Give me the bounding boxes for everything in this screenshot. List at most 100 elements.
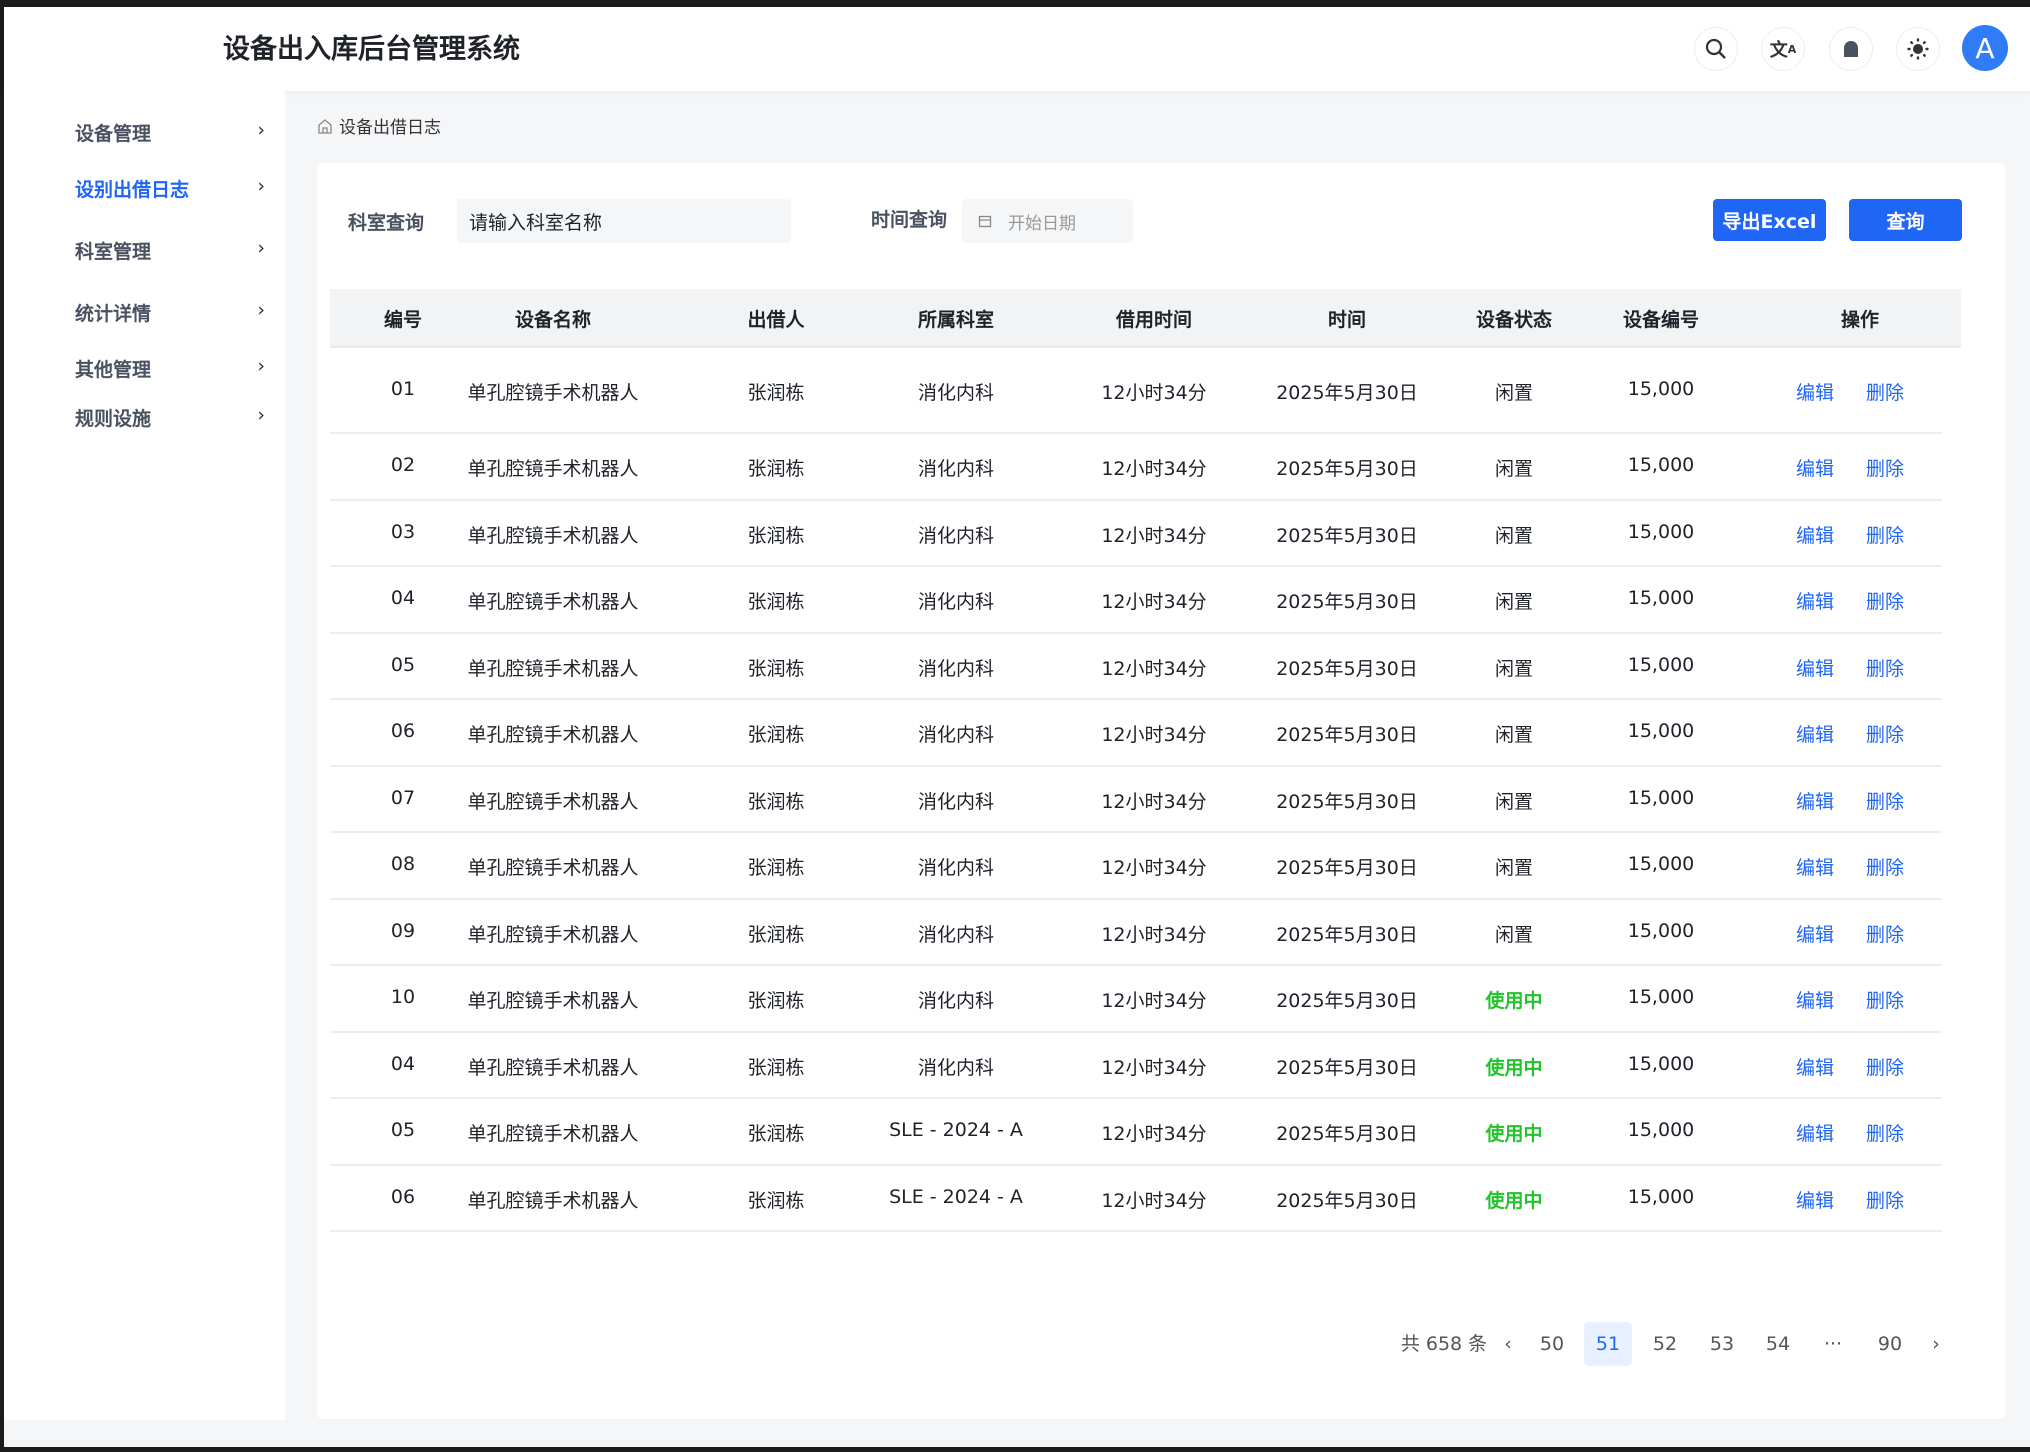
app-title: 设备出入库后台管理系统 [223, 34, 520, 65]
row-id: 05 [390, 1119, 416, 1142]
home-icon [318, 118, 332, 134]
delete-button[interactable]: 删除 [1865, 1189, 1905, 1212]
export-excel-button[interactable]: 导出Excel [1713, 199, 1826, 241]
delete-button[interactable]: 删除 [1865, 857, 1905, 880]
table-row: 05 单孔腔镜手术机器人 张润栋 消化内科 12小时34分 2025年5月30日 闲置 15,… [330, 634, 1942, 700]
delete-button[interactable]: 删除 [1865, 458, 1905, 481]
borrower: 张润栋 [747, 657, 805, 680]
page-button[interactable]: 51 [1583, 1322, 1633, 1366]
time-query-label: 时间查询 [871, 209, 948, 231]
borrow-duration: 12小时34分 [1101, 1056, 1207, 1079]
chevron-right-icon: › [257, 175, 265, 197]
sidebar-item[interactable]: 设备管理 › [75, 119, 265, 146]
department: 消化内科 [917, 524, 995, 547]
borrow-duration: 12小时34分 [1101, 990, 1207, 1013]
edit-button[interactable]: 编辑 [1795, 990, 1835, 1013]
edit-button[interactable]: 编辑 [1795, 524, 1835, 547]
row-id: 04 [390, 587, 416, 610]
borrow-duration: 12小时34分 [1101, 1123, 1207, 1146]
delete-button[interactable]: 删除 [1865, 923, 1905, 946]
dept-search-input[interactable]: 请输入科室名称 [457, 199, 791, 243]
page-button[interactable]: 53 [1709, 1333, 1735, 1355]
delete-button[interactable]: 删除 [1865, 990, 1905, 1013]
edit-button[interactable]: 编辑 [1795, 857, 1835, 880]
device-name: 单孔腔镜手术机器人 [467, 923, 639, 946]
borrower: 张润栋 [747, 524, 805, 547]
borrow-duration: 12小时34分 [1101, 1189, 1207, 1212]
table-row: 07 单孔腔镜手术机器人 张润栋 消化内科 12小时34分 2025年5月30日 闲置 15,… [330, 767, 1942, 833]
bell-icon[interactable] [1829, 27, 1873, 71]
column-header: 时间 [1327, 309, 1367, 331]
sidebar: 设备管理 › 设别出借日志 › 科室管理 › 统计详情 › 其他管理 › 规则设施 › [4, 91, 285, 1420]
sidebar-item[interactable]: 规则设施 › [75, 404, 265, 431]
calendar-icon [978, 215, 992, 228]
date: 2025年5月30日 [1276, 857, 1418, 880]
device-number: 15,000 [1627, 986, 1695, 1009]
page-button[interactable]: ··· [1823, 1333, 1843, 1355]
delete-button[interactable]: 删除 [1865, 524, 1905, 547]
chevron-right-icon[interactable]: › [1932, 1333, 1940, 1355]
delete-button[interactable]: 删除 [1865, 657, 1905, 680]
page-button[interactable]: 54 [1765, 1333, 1791, 1355]
status: 闲置 [1494, 790, 1534, 813]
borrow-duration: 12小时34分 [1101, 724, 1207, 747]
delete-button[interactable]: 删除 [1865, 1123, 1905, 1146]
sidebar-item[interactable]: 科室管理 › [75, 237, 265, 264]
edit-button[interactable]: 编辑 [1795, 1056, 1835, 1079]
device-number: 15,000 [1627, 720, 1695, 743]
edit-button[interactable]: 编辑 [1795, 1123, 1835, 1146]
device-number: 15,000 [1627, 919, 1695, 942]
borrow-duration: 12小时34分 [1101, 458, 1207, 481]
date: 2025年5月30日 [1276, 790, 1418, 813]
page-button[interactable]: 90 [1877, 1333, 1903, 1355]
avatar[interactable]: A [1962, 25, 2008, 71]
device-number: 15,000 [1627, 653, 1695, 676]
sidebar-item-label: 设别出借日志 [75, 179, 190, 201]
borrower: 张润栋 [747, 790, 805, 813]
status: 闲置 [1494, 382, 1534, 404]
sidebar-item[interactable]: 统计详情 › [75, 299, 265, 326]
device-number: 15,000 [1627, 853, 1695, 876]
column-header: 设备名称 [514, 309, 592, 331]
department: 消化内科 [917, 923, 995, 946]
search-icon[interactable] [1694, 27, 1738, 71]
chevron-right-icon: › [257, 237, 265, 259]
page-button[interactable]: 50 [1539, 1333, 1565, 1355]
column-header: 设备编号 [1622, 309, 1700, 331]
edit-button[interactable]: 编辑 [1795, 458, 1835, 481]
edit-button[interactable]: 编辑 [1795, 724, 1835, 747]
table-row: 06 单孔腔镜手术机器人 张润栋 消化内科 12小时34分 2025年5月30日 闲置 15,… [330, 700, 1942, 767]
edit-button[interactable]: 编辑 [1795, 657, 1835, 680]
chevron-left-icon[interactable]: ‹ [1504, 1333, 1512, 1355]
column-header: 出借人 [747, 309, 805, 331]
status: 使用中 [1485, 990, 1543, 1013]
start-date-input[interactable]: 开始日期 [962, 199, 1133, 243]
total-count: 共 658 条 [1400, 1333, 1488, 1355]
page-button[interactable]: 52 [1652, 1333, 1678, 1355]
row-id: 07 [390, 786, 416, 809]
edit-button[interactable]: 编辑 [1795, 382, 1835, 404]
delete-button[interactable]: 删除 [1865, 724, 1905, 747]
edit-button[interactable]: 编辑 [1795, 790, 1835, 813]
theme-sun-icon[interactable] [1896, 27, 1940, 71]
edit-button[interactable]: 编辑 [1795, 591, 1835, 614]
delete-button[interactable]: 删除 [1865, 790, 1905, 813]
borrow-duration: 12小时34分 [1101, 382, 1207, 404]
edit-button[interactable]: 编辑 [1795, 923, 1835, 946]
delete-button[interactable]: 删除 [1865, 382, 1905, 404]
edit-button[interactable]: 编辑 [1795, 1189, 1835, 1212]
borrower: 张润栋 [747, 1123, 805, 1146]
delete-button[interactable]: 删除 [1865, 1056, 1905, 1079]
table-row: 08 单孔腔镜手术机器人 张润栋 消化内科 12小时34分 2025年5月30日 闲置 15,… [330, 833, 1942, 900]
device-number: 15,000 [1627, 378, 1695, 400]
sidebar-item[interactable]: 设别出借日志 › [75, 175, 265, 202]
department: SLE - 2024 - A [889, 1185, 1023, 1208]
department: 消化内科 [917, 857, 995, 880]
row-id: 02 [390, 454, 416, 477]
query-button[interactable]: 查询 [1849, 199, 1962, 241]
pagination: 共 658 条 ‹ 50 51 52 53 54 ··· 90 › [317, 1322, 2005, 1366]
delete-button[interactable]: 删除 [1865, 591, 1905, 614]
sidebar-item[interactable]: 其他管理 › [75, 355, 265, 382]
column-header: 借用时间 [1115, 309, 1193, 331]
